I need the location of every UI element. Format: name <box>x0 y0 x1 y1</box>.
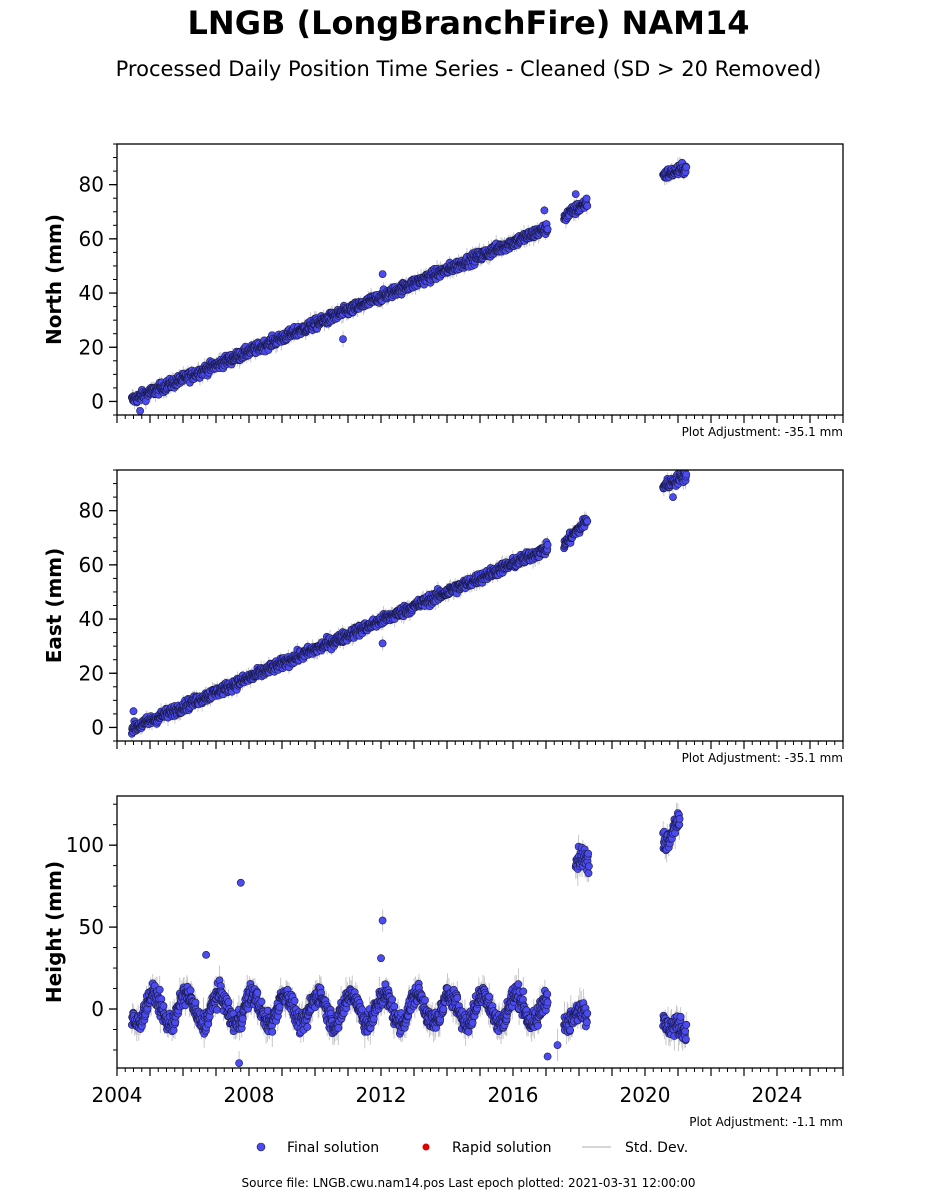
y-tick-label: 0 <box>91 715 104 739</box>
y-tick-label: 80 <box>79 499 104 523</box>
y-axis-label: North (mm) <box>42 214 66 345</box>
final-solution-points <box>127 470 691 738</box>
y-tick-label: 60 <box>79 553 104 577</box>
data-point <box>682 470 691 479</box>
y-tick-label: 20 <box>79 335 104 359</box>
std-dev-bars <box>131 802 687 1068</box>
y-tick-label: 40 <box>79 281 104 305</box>
data-point <box>583 517 592 526</box>
data-point <box>543 541 552 549</box>
data-point <box>571 190 580 198</box>
panel-north: 0 20 40 60 80 North (mm) Plot Adjustment: -35.… <box>42 143 844 439</box>
page-subtitle: Processed Daily Position Time Series - C… <box>115 57 822 81</box>
y-tick-label: 20 <box>79 661 104 685</box>
data-layer <box>127 156 691 415</box>
data-point <box>543 225 552 234</box>
data-point <box>339 335 347 343</box>
data-point <box>540 206 549 215</box>
plot-adjustment-label: Plot Adjustment: -35.1 mm <box>682 751 843 765</box>
y-tick-label: 80 <box>79 173 104 197</box>
y-axis-label: East (mm) <box>42 548 66 664</box>
panel-east: 0 20 40 60 80 East (mm) Plot Adjustment: -35.1… <box>42 469 844 765</box>
y-tick-label: 40 <box>79 607 104 631</box>
data-point <box>582 194 591 203</box>
data-point <box>682 163 691 172</box>
data-point <box>378 639 387 648</box>
data-point <box>378 270 387 278</box>
plot-frame <box>116 469 844 742</box>
data-layer <box>127 802 691 1068</box>
final-solution-points <box>127 158 691 415</box>
data-point <box>669 493 677 501</box>
data-point <box>129 707 138 716</box>
y-tick-label: 0 <box>91 389 104 413</box>
page-title: LNGB (LongBranchFire) NAM14 <box>187 4 750 42</box>
data-point <box>136 406 144 415</box>
y-tick-label: 60 <box>79 227 104 251</box>
plot-frame <box>116 143 844 416</box>
data-layer <box>127 470 691 741</box>
data-point <box>583 201 592 210</box>
plot-adjustment-label: Plot Adjustment: -35.1 mm <box>682 425 843 439</box>
